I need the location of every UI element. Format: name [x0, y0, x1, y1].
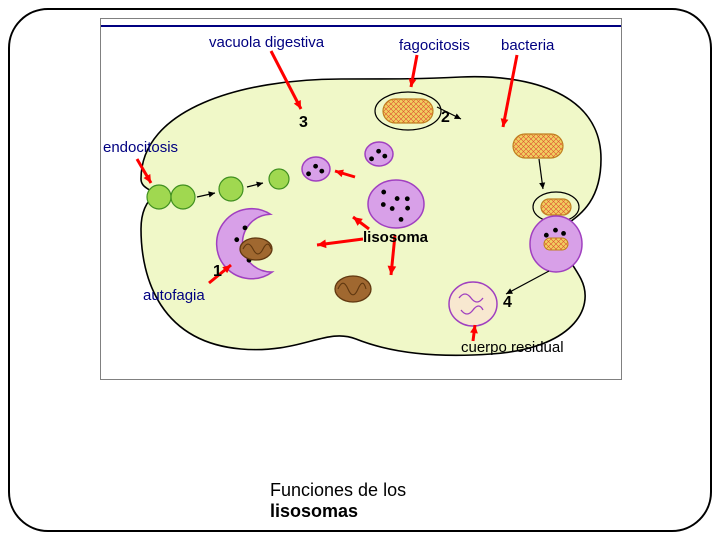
label-lisosoma: lisosoma	[363, 229, 428, 246]
cell-diagram	[101, 19, 621, 379]
label-bacteria: bacteria	[501, 37, 554, 54]
caption-line1: Funciones de los	[270, 480, 406, 500]
label-fagocitosis: fagocitosis	[399, 37, 470, 54]
num-1: 1	[213, 263, 222, 281]
num-2: 2	[441, 109, 450, 127]
label-endocitosis: endocitosis	[103, 139, 178, 156]
diagram-container: vacuola digestiva fagocitosis bacteria e…	[100, 18, 622, 380]
caption-line2: lisosomas	[270, 501, 358, 521]
num-3: 3	[299, 114, 308, 132]
label-cuerpo-residual: cuerpo residual	[461, 339, 564, 356]
label-autofagia: autofagia	[143, 287, 205, 304]
num-4: 4	[503, 294, 512, 312]
slide-caption: Funciones de los lisosomas	[270, 480, 406, 522]
label-vacuola-digestiva: vacuola digestiva	[209, 34, 324, 51]
